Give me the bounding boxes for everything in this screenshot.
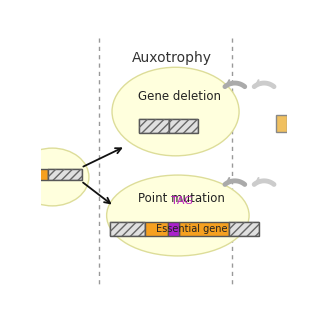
Bar xyxy=(229,222,260,236)
Bar xyxy=(168,222,179,236)
Text: Auxotrophy: Auxotrophy xyxy=(132,52,212,66)
Text: Essential gene: Essential gene xyxy=(156,224,228,234)
Text: Gene deletion: Gene deletion xyxy=(138,90,221,103)
Bar xyxy=(140,119,169,133)
Bar xyxy=(276,116,287,132)
Bar xyxy=(169,119,198,133)
Ellipse shape xyxy=(107,175,249,256)
Bar xyxy=(145,222,168,236)
Ellipse shape xyxy=(16,148,89,206)
Bar xyxy=(37,169,48,180)
Bar xyxy=(229,222,260,236)
Ellipse shape xyxy=(112,67,239,156)
Bar xyxy=(110,222,145,236)
Bar xyxy=(48,169,82,180)
Bar xyxy=(169,119,198,133)
Text: TAG: TAG xyxy=(171,196,193,206)
Bar xyxy=(48,169,82,180)
Bar xyxy=(110,222,145,236)
Bar xyxy=(140,119,169,133)
Text: Point mutation: Point mutation xyxy=(138,192,225,205)
Bar xyxy=(179,222,229,236)
